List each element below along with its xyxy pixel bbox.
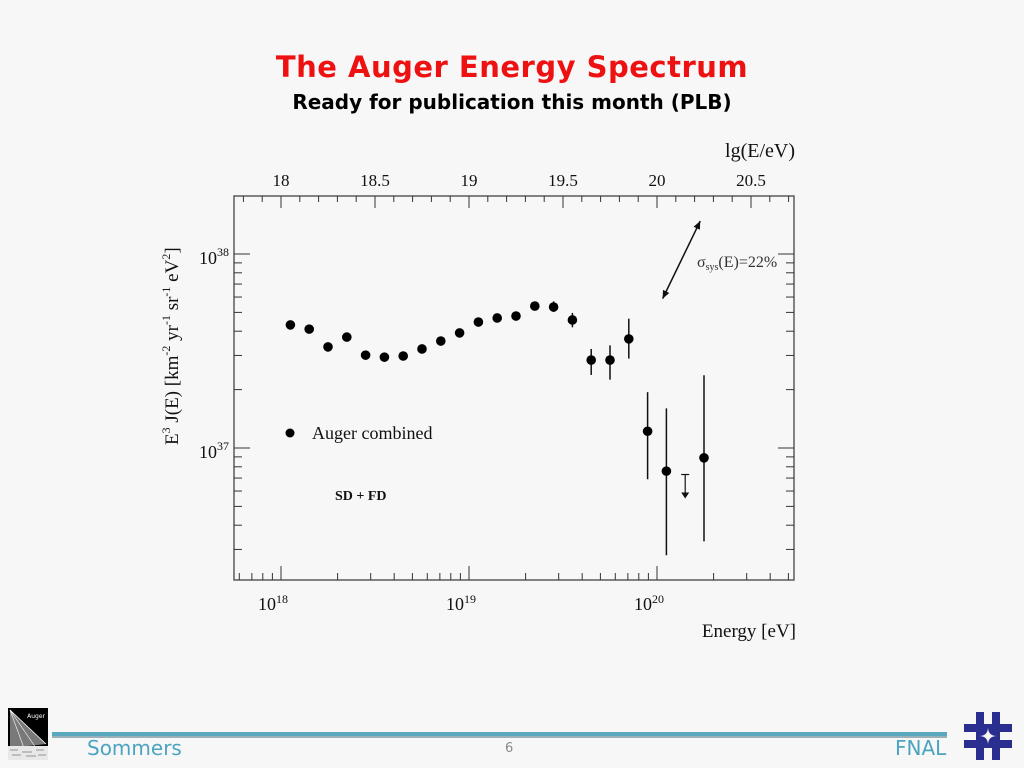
fermilab-logo-icon <box>964 712 1012 760</box>
y-tick-label: 1038 <box>199 245 229 268</box>
legend-label: Auger combined <box>312 423 432 443</box>
data-points <box>285 301 709 556</box>
systematic-double-arrow <box>661 220 701 299</box>
data-point <box>417 344 427 354</box>
data-point <box>323 342 333 352</box>
data-point <box>511 311 521 321</box>
top-tick-label: 19.5 <box>548 171 578 190</box>
data-point <box>567 315 578 325</box>
method-annotation: SD + FD <box>335 489 387 504</box>
fermilab-logo <box>962 710 1014 766</box>
data-point <box>699 453 709 463</box>
energy-spectrum-chart: 18 18.5 19 19.5 20 20.5 1018 1019 1020 1038 1037 l… <box>159 140 796 642</box>
bottom-tick-label: 1020 <box>634 592 664 614</box>
auger-logo-label: Auger <box>27 713 45 720</box>
data-point <box>642 426 653 437</box>
top-tick-label: 18.5 <box>360 171 390 190</box>
slide-subtitle: Ready for publication this month (PLB) <box>292 90 732 114</box>
top-tick-label: 20 <box>649 171 666 190</box>
data-point <box>379 352 390 362</box>
data-point <box>360 350 371 360</box>
arrow-head-down <box>662 289 670 299</box>
axis-tick-labels: 18 18.5 19 19.5 20 20.5 1018 1019 1020 1038 1037 <box>199 171 766 614</box>
systematic-label: σsys(E)=22% <box>697 254 777 273</box>
x-axis-title: Energy [eV] <box>702 621 796 642</box>
data-point <box>454 328 465 338</box>
legend-marker <box>285 428 295 438</box>
data-point <box>285 320 296 330</box>
data-point <box>548 302 559 312</box>
bottom-tick-label: 1019 <box>446 592 476 614</box>
top-tick-label: 18 <box>273 171 290 190</box>
top-tick-label: 19 <box>461 171 478 190</box>
bottom-tick-label: 1018 <box>258 592 288 614</box>
data-point <box>436 336 446 346</box>
data-point <box>398 351 409 361</box>
air-shower-icon <box>8 709 48 760</box>
data-point <box>342 332 352 342</box>
data-point <box>605 355 615 365</box>
y-axis-title: E3 J(E) [km-2 yr-1 sr-1 eV2] <box>159 247 183 445</box>
auger-logo: Auger <box>8 708 48 760</box>
top-tick-label: 20.5 <box>736 171 766 190</box>
data-point <box>624 334 634 344</box>
data-point <box>473 317 484 327</box>
plot-frame <box>233 195 795 581</box>
axis-ticks <box>234 196 794 580</box>
top-axis-title: lg(E/eV) <box>725 140 795 162</box>
footer-divider <box>52 732 947 738</box>
slide-title: The Auger Energy Spectrum <box>275 50 749 84</box>
systematic-uncertainty-annotation: σsys(E)=22% <box>661 220 777 299</box>
legend: Auger combined <box>285 423 432 443</box>
footer-author: Sommers <box>87 736 182 760</box>
y-tick-label: 1037 <box>199 439 229 462</box>
upper-limit-arrow <box>681 492 690 499</box>
data-point <box>661 466 672 476</box>
arrow-head-up <box>693 221 701 230</box>
footer-institution: FNAL <box>895 736 947 760</box>
data-point <box>586 355 596 365</box>
page-number: 6 <box>505 741 514 756</box>
data-point <box>530 301 540 311</box>
data-point <box>492 313 503 323</box>
data-point <box>304 324 315 334</box>
